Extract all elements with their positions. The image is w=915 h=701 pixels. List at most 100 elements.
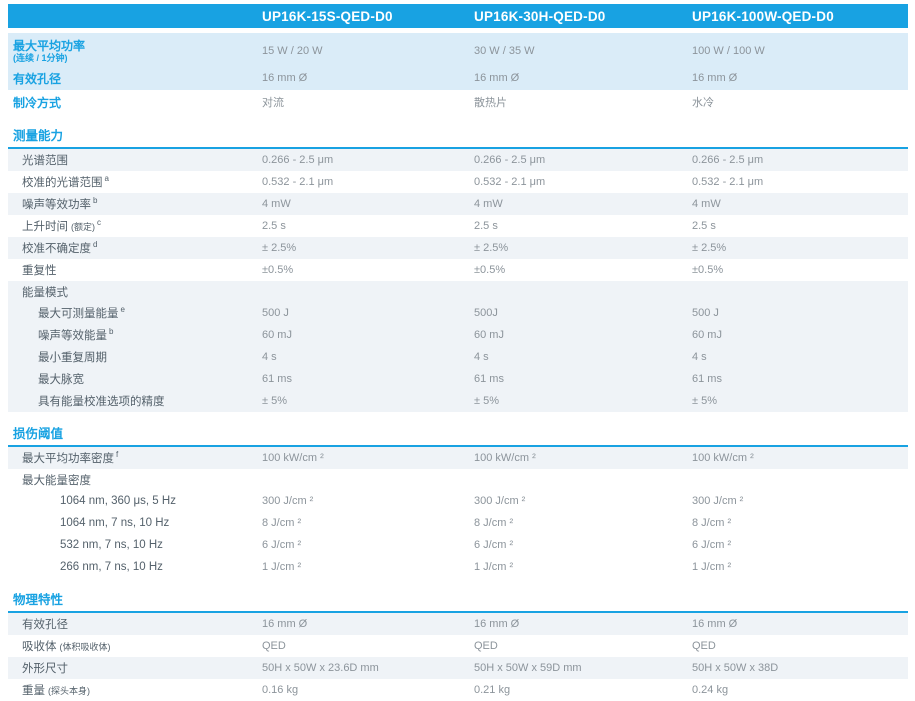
row-value: 100 kW/cm ²: [692, 452, 754, 464]
row-value: ±0.5%: [692, 264, 724, 276]
row-value: 300 J/cm ²: [692, 495, 744, 507]
row-value: 2.5 s: [262, 220, 286, 232]
row-value: QED: [262, 640, 286, 652]
row-value: 16 mm Ø: [692, 618, 738, 630]
row-value: 16 mm Ø: [262, 618, 308, 630]
spec-row: 重复性 ±0.5% ±0.5% ±0.5%: [8, 259, 908, 281]
spec-row: 重量 (探头本身) 0.16 kg 0.21 kg 0.24 kg: [8, 679, 908, 701]
spec-row: 噪声等效能量 b 60 mJ 60 mJ 60 mJ: [8, 324, 908, 346]
row-value: 4 mW: [692, 198, 721, 210]
row-value: ± 5%: [474, 395, 499, 407]
row-value: 60 mJ: [474, 329, 504, 341]
row-label-note: (体积吸收体): [59, 642, 111, 652]
row-value: 16 mm Ø: [474, 618, 520, 630]
spec-row: 有效孔径 16 mm Ø 16 mm Ø 16 mm Ø: [8, 613, 908, 635]
row-value: 0.532 - 2.1 μm: [692, 176, 764, 188]
row-label: 532 nm, 7 ns, 10 Hz: [60, 539, 163, 551]
section-title: 物理特性: [8, 585, 908, 613]
row-value: 2.5 s: [692, 220, 716, 232]
spec-row: 噪声等效功率 b 4 mW 4 mW 4 mW: [8, 193, 908, 215]
row-value: 60 mJ: [692, 329, 722, 341]
row-value: 4 mW: [262, 198, 291, 210]
row-value: 1 J/cm ²: [262, 561, 302, 573]
row-value: ± 2.5%: [262, 242, 297, 254]
spec-group-row: 能量模式: [8, 281, 908, 302]
row-value: QED: [692, 640, 716, 652]
row-value: 2.5 s: [474, 220, 498, 232]
row-value: 15 W / 20 W: [262, 45, 323, 57]
spec-row: 最大平均功率密度 f 100 kW/cm ² 100 kW/cm ² 100 kW/cm…: [8, 447, 908, 469]
row-value: 0.21 kg: [474, 684, 511, 696]
footnote-marker: a: [104, 174, 109, 184]
section-title: 测量能力: [8, 121, 908, 149]
spec-row: 校准不确定度 d ± 2.5% ± 2.5% ± 2.5%: [8, 237, 908, 259]
row-value: 0.532 - 2.1 μm: [474, 176, 546, 188]
spec-row: 上升时间 (额定) c 2.5 s 2.5 s 2.5 s: [8, 215, 908, 237]
row-label: 有效孔径: [13, 71, 62, 86]
row-value: 8 J/cm ²: [692, 517, 732, 529]
row-value: ± 2.5%: [692, 242, 727, 254]
row-value: 0.16 kg: [262, 684, 299, 696]
row-label: 最大平均功率 (连续 / 1分钟): [8, 37, 262, 66]
row-value: 8 J/cm ²: [474, 517, 514, 529]
product-name: UP16K-100W-QED-D0: [692, 8, 834, 24]
row-label: 外形尺寸: [22, 663, 68, 675]
row-label: 最大可测量能量 e: [38, 305, 125, 320]
spec-row: 532 nm, 7 ns, 10 Hz 6 J/cm ² 6 J/cm ² 6 J/c…: [8, 534, 908, 556]
row-label: 噪声等效功率 b: [22, 196, 98, 211]
row-value: 0.266 - 2.5 μm: [262, 154, 334, 166]
row-value: 16 mm Ø: [474, 72, 520, 84]
footnote-marker: f: [116, 450, 119, 460]
row-value: 0.266 - 2.5 μm: [474, 154, 546, 166]
row-label: 光谱范围: [22, 155, 68, 167]
row-value: 100 kW/cm ²: [474, 452, 536, 464]
row-value: 16 mm Ø: [692, 72, 738, 84]
footnote-marker: c: [97, 218, 101, 228]
row-value: 8 J/cm ²: [262, 517, 302, 529]
row-value: 61 ms: [262, 373, 292, 385]
row-value: 对流: [262, 97, 284, 109]
row-value: QED: [474, 640, 498, 652]
row-value: 100 W / 100 W: [692, 45, 765, 57]
row-value: 300 J/cm ²: [474, 495, 526, 507]
row-value: 4 s: [692, 351, 707, 363]
row-label: 最小重复周期: [38, 352, 107, 364]
row-value: 50H x 50W x 38D: [692, 662, 779, 674]
row-value: 0.532 - 2.1 μm: [262, 176, 334, 188]
row-value: ± 5%: [692, 395, 717, 407]
row-label: 重量 (探头本身): [22, 685, 90, 697]
row-value: 6 J/cm ²: [474, 539, 514, 551]
product-name: UP16K-15S-QED-D0: [262, 8, 393, 24]
row-label: 最大能量密度: [22, 474, 91, 487]
row-value: 水冷: [692, 97, 714, 109]
spec-row: 1064 nm, 7 ns, 10 Hz 8 J/cm ² 8 J/cm ² 8 J/…: [8, 512, 908, 534]
row-label-note: (额定): [71, 222, 95, 232]
row-value: 0.266 - 2.5 μm: [692, 154, 764, 166]
row-value: 6 J/cm ²: [262, 539, 302, 551]
row-label: 制冷方式: [13, 95, 62, 110]
row-value: 500 J: [692, 307, 719, 319]
row-value: ± 5%: [262, 395, 287, 407]
row-value: ±0.5%: [474, 264, 506, 276]
row-value: 30 W / 35 W: [474, 45, 535, 57]
spec-row: 光谱范围 0.266 - 2.5 μm 0.266 - 2.5 μm 0.266 - …: [8, 149, 908, 171]
row-value: 61 ms: [474, 373, 504, 385]
row-value: 50H x 50W x 59D mm: [474, 662, 582, 674]
row-label: 重复性: [22, 265, 57, 277]
spec-row: 266 nm, 7 ns, 10 Hz 1 J/cm ² 1 J/cm ² 1 J/c…: [8, 556, 908, 578]
row-value: ± 2.5%: [474, 242, 509, 254]
sections-container: 测量能力光谱范围 0.266 - 2.5 μm 0.266 - 2.5 μm 0.26…: [8, 121, 908, 701]
spec-row: 1064 nm, 360 μs, 5 Hz 300 J/cm ² 300 J/cm …: [8, 490, 908, 512]
spec-row: 外形尺寸 50H x 50W x 23.6D mm 50H x 50W x 59D …: [8, 657, 908, 679]
row-label: 校准的光谱范围 a: [22, 174, 109, 189]
row-label: 266 nm, 7 ns, 10 Hz: [60, 561, 163, 573]
spec-group-row: 最大能量密度: [8, 469, 908, 490]
row-value: 16 mm Ø: [262, 72, 308, 84]
spec-row: 最大平均功率 (连续 / 1分钟) 15 W / 20 W 30 W / 35 W 10…: [8, 33, 908, 66]
row-value: 500J: [474, 307, 498, 319]
row-value: 散热片: [474, 97, 507, 109]
row-label: 1064 nm, 360 μs, 5 Hz: [60, 495, 176, 507]
spec-row: 制冷方式 对流 散热片 水冷: [8, 90, 908, 114]
row-value: 0.24 kg: [692, 684, 729, 696]
row-value: 100 kW/cm ²: [262, 452, 324, 464]
